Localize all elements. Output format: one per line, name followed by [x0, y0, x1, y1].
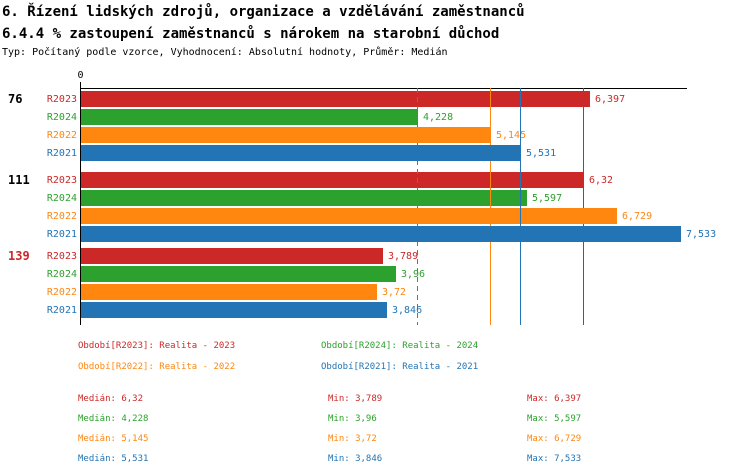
- stat-median: Medián: 5,145: [78, 434, 149, 444]
- legend-item-1: Období[R2023]: Realita - 2023: [78, 341, 236, 351]
- bar-value-label: 5,531: [526, 148, 557, 159]
- bar-series-label: R2022: [46, 130, 77, 141]
- report-title: 6. Řízení lidských zdrojů, organizace a …: [2, 4, 525, 20]
- stat-min: Min: 3,72: [328, 434, 377, 444]
- bar-value-label: 6,397: [595, 94, 626, 105]
- median-line-R2023: [583, 88, 584, 325]
- bar-R2022-group-76: [81, 127, 491, 143]
- bar-series-label: R2023: [46, 251, 77, 262]
- bar-value-label: 5,145: [496, 130, 527, 141]
- stat-max: Max: 6,729: [527, 434, 582, 444]
- bar-value-label: 7,533: [686, 229, 717, 240]
- x-axis-line: [80, 88, 687, 89]
- median-line-R2024: [417, 88, 418, 325]
- bar-R2023-group-76: [81, 91, 590, 107]
- group-label-139: 139: [8, 249, 30, 263]
- group-label-76: 76: [8, 92, 23, 106]
- stat-median: Medián: 6,32: [78, 394, 144, 404]
- legend-item-2: Období[R2024]: Realita - 2024: [321, 341, 479, 351]
- bar-series-label: R2023: [46, 94, 77, 105]
- bar-R2021-group-76: [81, 145, 521, 161]
- bar-series-label: R2023: [46, 175, 77, 186]
- bar-R2023-group-111: [81, 172, 584, 188]
- x-axis-zero-tick-label: 0: [77, 70, 84, 81]
- median-line-R2022: [490, 88, 491, 325]
- bar-R2024-group-139: [81, 266, 396, 282]
- stat-median: Medián: 4,228: [78, 414, 149, 424]
- bar-value-label: 6,729: [622, 211, 653, 222]
- bar-R2023-group-139: [81, 248, 383, 264]
- bar-R2022-group-139: [81, 284, 377, 300]
- y-axis-line: [80, 82, 81, 325]
- stat-min: Min: 3,789: [328, 394, 383, 404]
- stat-max: Max: 7,533: [527, 454, 582, 464]
- stat-median: Medián: 5,531: [78, 454, 149, 464]
- stat-max: Max: 6,397: [527, 394, 582, 404]
- bar-value-label: 3,96: [401, 269, 426, 280]
- bar-series-label: R2021: [46, 305, 77, 316]
- report-meta: Typ: Počítaný podle vzorce, Vyhodnocení:…: [2, 47, 448, 58]
- stat-max: Max: 5,597: [527, 414, 582, 424]
- bar-R2024-group-111: [81, 190, 527, 206]
- bar-R2022-group-111: [81, 208, 617, 224]
- report-subtitle: 6.4.4 % zastoupení zaměstnanců s nárokem…: [2, 26, 500, 42]
- bar-R2024-group-76: [81, 109, 418, 125]
- bar-value-label: 3,72: [382, 287, 407, 298]
- bar-value-label: 3,789: [388, 251, 419, 262]
- stat-min: Min: 3,846: [328, 454, 383, 464]
- legend-item-3: Období[R2022]: Realita - 2022: [78, 362, 236, 372]
- bar-series-label: R2024: [46, 193, 77, 204]
- bar-value-label: 3,846: [392, 305, 423, 316]
- median-line-R2021: [520, 88, 521, 325]
- bar-series-label: R2021: [46, 148, 77, 159]
- bar-series-label: R2024: [46, 112, 77, 123]
- bar-series-label: R2022: [46, 287, 77, 298]
- legend-item-4: Období[R2021]: Realita - 2021: [321, 362, 479, 372]
- bar-series-label: R2024: [46, 269, 77, 280]
- bar-R2021-group-111: [81, 226, 681, 242]
- group-label-111: 111: [8, 173, 30, 187]
- stat-min: Min: 3,96: [328, 414, 377, 424]
- bar-series-label: R2021: [46, 229, 77, 240]
- bar-R2021-group-139: [81, 302, 387, 318]
- bar-series-label: R2022: [46, 211, 77, 222]
- bar-value-label: 4,228: [423, 112, 454, 123]
- bar-value-label: 6,32: [589, 175, 614, 186]
- bar-value-label: 5,597: [532, 193, 563, 204]
